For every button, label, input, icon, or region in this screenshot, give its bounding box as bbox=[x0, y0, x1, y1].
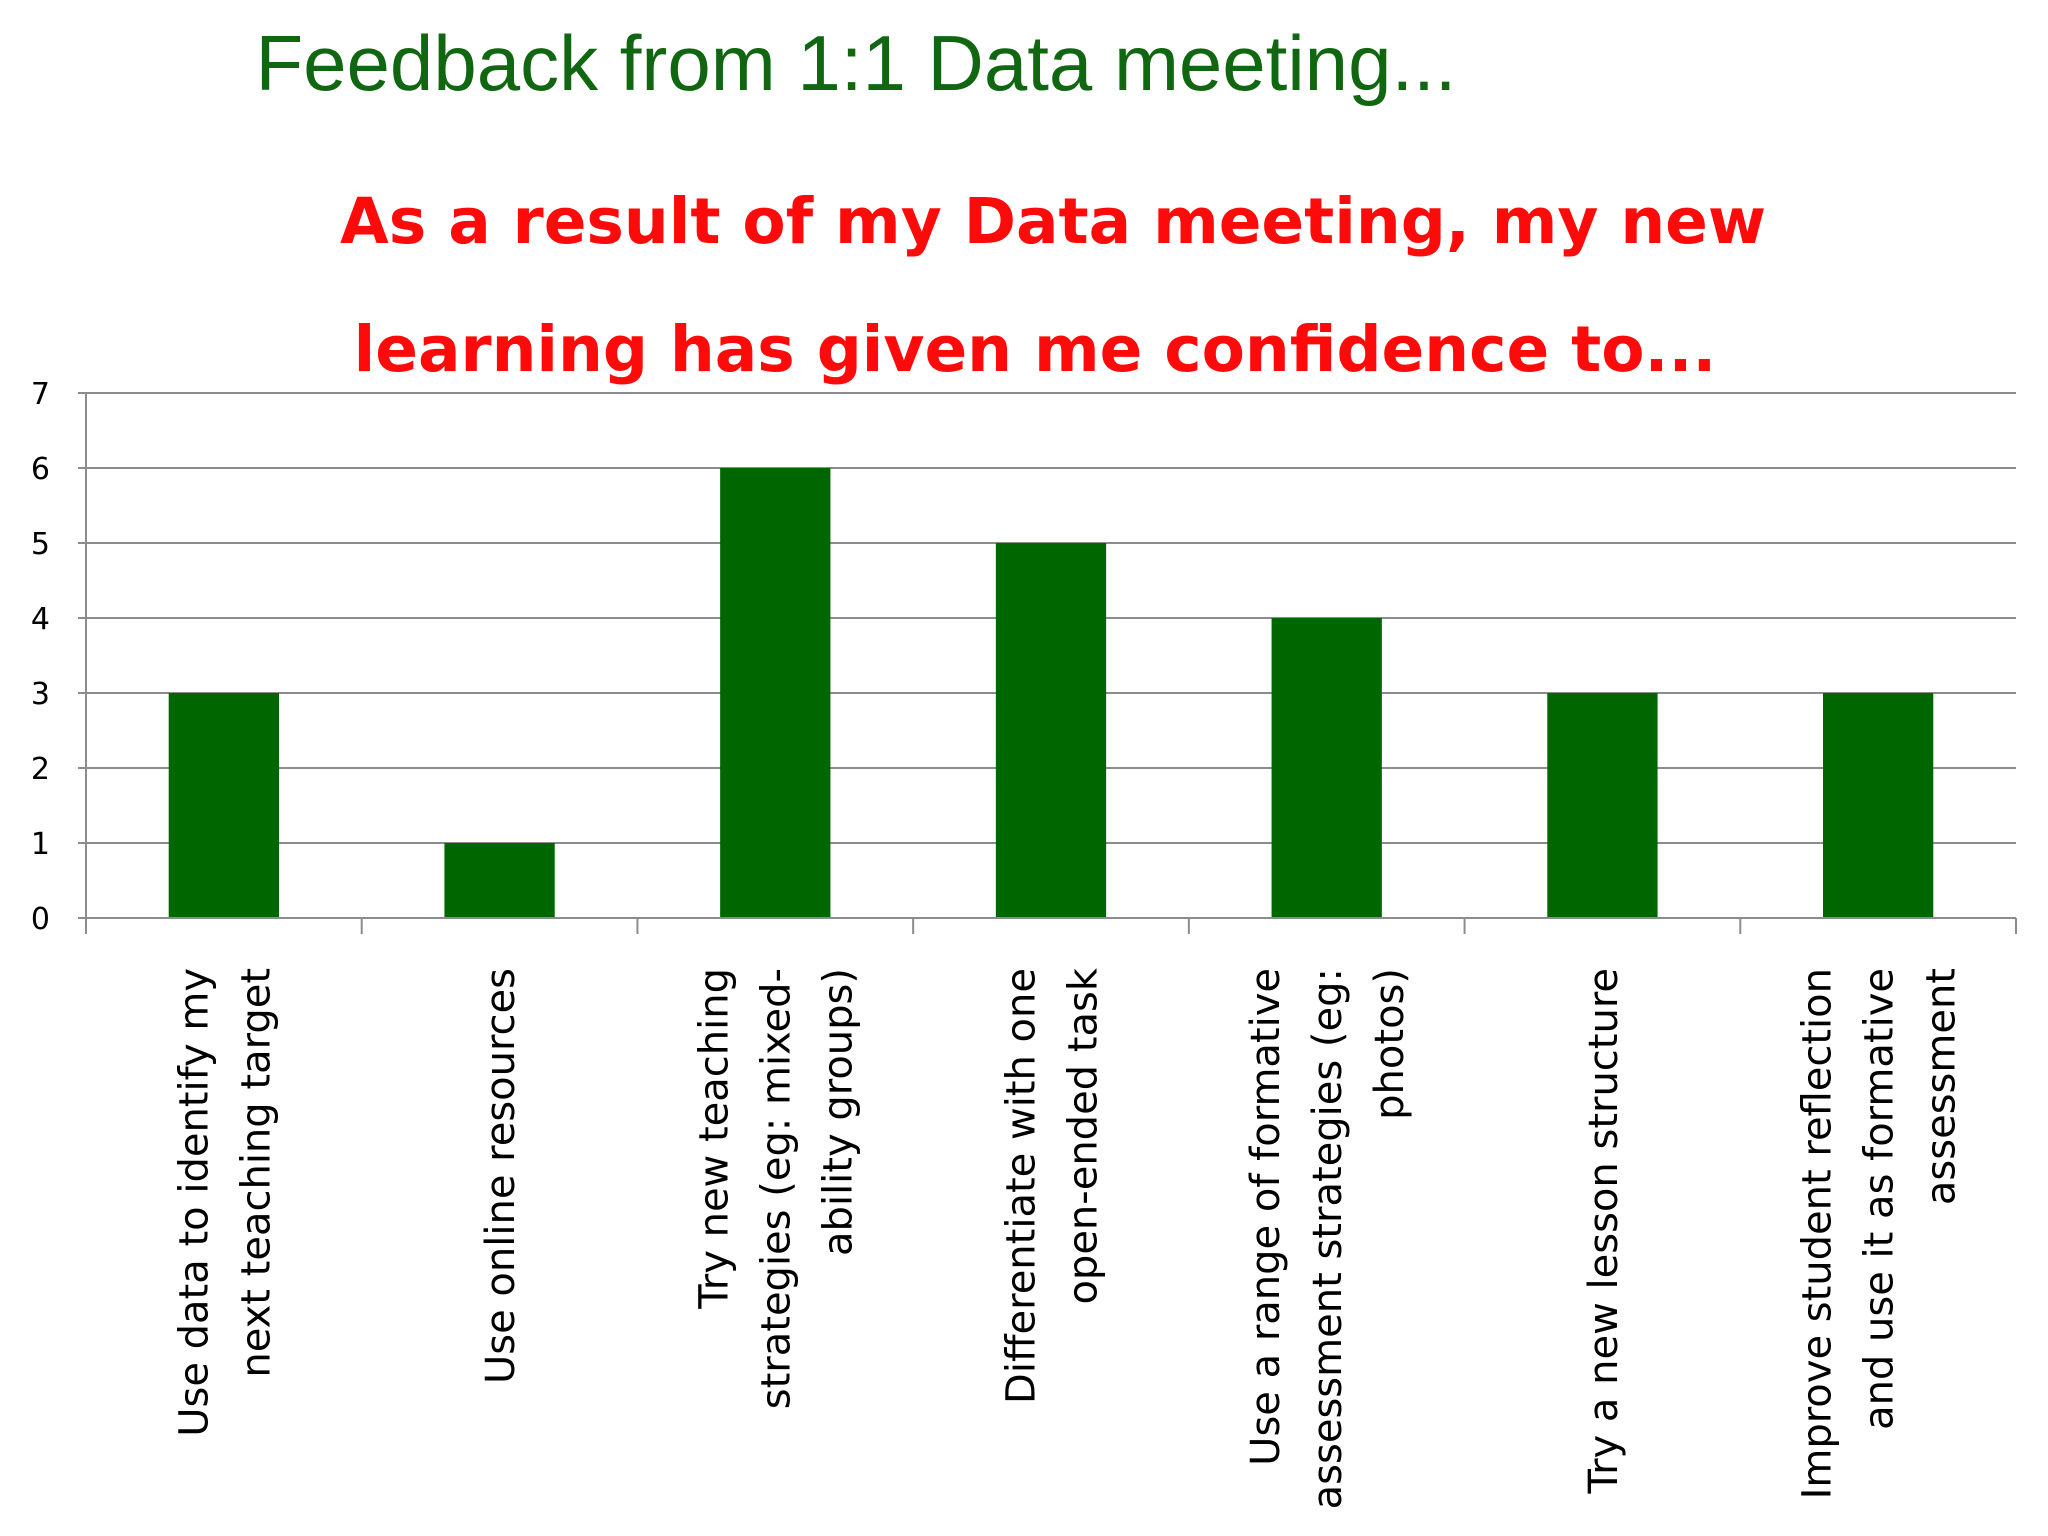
y-tick-label-6: 6 bbox=[31, 452, 50, 487]
x-category-label-line: photos) bbox=[1367, 968, 1413, 1120]
x-category-label-1: Use data to identify my next teaching tar… bbox=[171, 968, 279, 1437]
x-category-label-line: and use it as formative bbox=[1857, 968, 1903, 1430]
x-category-label-3: Try new teaching strategies (eg: mixed-ab… bbox=[692, 968, 862, 1409]
bars bbox=[168, 468, 1934, 918]
y-tick-label-0: 0 bbox=[31, 902, 50, 937]
x-category-label-5: Use a range of formative assessment strat… bbox=[1243, 968, 1413, 1509]
x-category-label-line: assessment bbox=[1919, 968, 1965, 1205]
x-category-label-line: next teaching target bbox=[233, 968, 279, 1378]
y-tick-label-2: 2 bbox=[31, 752, 50, 787]
y-tick-label-1: 1 bbox=[31, 827, 50, 862]
bar-3 bbox=[720, 468, 831, 918]
x-category-label-line: strategies (eg: mixed- bbox=[754, 968, 800, 1409]
x-category-label-line: Try new teaching bbox=[692, 968, 738, 1310]
x-category-labels: Use data to identify my next teaching tar… bbox=[171, 967, 1964, 1509]
x-category-label-7: Improve student reflection and use it as … bbox=[1795, 968, 1965, 1499]
x-category-label-line: Use a range of formative bbox=[1243, 968, 1289, 1466]
x-category-label-4: Differentiate with one open-ended task bbox=[998, 967, 1106, 1404]
x-category-label-line: open-ended task bbox=[1060, 967, 1106, 1304]
slide-title: Feedback from 1:1 Data meeting... bbox=[255, 19, 1457, 107]
x-category-label-line: Use data to identify my bbox=[171, 968, 217, 1437]
axes bbox=[78, 392, 2017, 934]
bar-5 bbox=[1271, 618, 1382, 918]
x-category-label-2: Use online resources bbox=[478, 968, 524, 1384]
chart-title: As a result of my Data meeting, my new l… bbox=[340, 158, 1767, 414]
x-category-label-line: Differentiate with one bbox=[998, 968, 1044, 1404]
x-category-label-6: Try a new lesson structure bbox=[1581, 968, 1627, 1494]
bar-1 bbox=[168, 693, 279, 918]
bar-6 bbox=[1547, 693, 1658, 918]
chart-title-line-1: As a result of my Data meeting, my new bbox=[340, 185, 1767, 258]
bar-2 bbox=[444, 843, 555, 918]
y-tick-label-5: 5 bbox=[31, 527, 50, 562]
bar-7 bbox=[1823, 693, 1934, 918]
x-category-label-line: Use online resources bbox=[478, 968, 524, 1384]
x-category-label-line: assessment strategies (eg: bbox=[1305, 968, 1351, 1509]
x-category-label-line: Improve student reflection bbox=[1795, 968, 1841, 1499]
x-category-label-line: ability groups) bbox=[816, 968, 862, 1256]
x-category-label-line: Try a new lesson structure bbox=[1581, 968, 1627, 1494]
chart-title-line-2: learning has given me confidence to... bbox=[353, 313, 1717, 386]
y-tick-label-7: 7 bbox=[31, 377, 50, 412]
bar-4 bbox=[995, 543, 1107, 918]
y-tick-label-3: 3 bbox=[31, 677, 50, 712]
y-tick-label-4: 4 bbox=[31, 602, 50, 637]
y-tick-labels: 0 1 2 3 4 5 6 7 bbox=[31, 377, 50, 937]
